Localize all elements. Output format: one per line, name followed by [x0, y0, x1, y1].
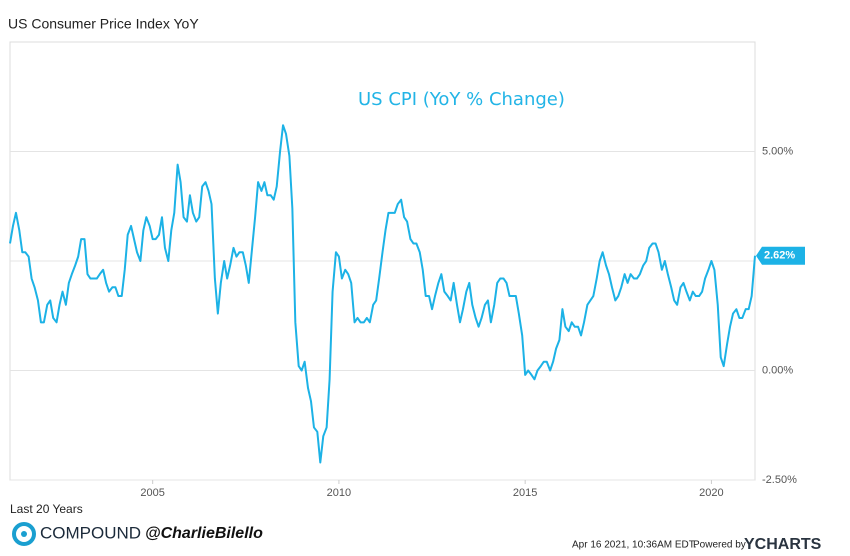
timestamp: Apr 16 2021, 10:36AM EDT.: [572, 540, 697, 551]
x-tick-label: 2005: [140, 487, 164, 499]
value-label: 2.62%: [764, 250, 795, 262]
provider: YCHARTS: [744, 536, 822, 553]
chart-title: US Consumer Price Index YoY: [8, 16, 199, 32]
y-tick-label: 5.00%: [762, 145, 793, 157]
labels: -2.50%0.00%2.50%5.00%20052010201520202.6…: [140, 145, 805, 499]
handle: @CharlieBilello: [145, 525, 263, 542]
powered-by: Powered by: [693, 540, 746, 551]
logo-ring: [12, 522, 36, 546]
value-badge: [756, 246, 805, 265]
annotation: US CPI (YoY % Change): [358, 89, 565, 110]
lines: [9, 124, 756, 464]
series-line: [9, 124, 756, 464]
brand: COMPOUND: [40, 523, 141, 542]
range-label: Last 20 Years: [10, 502, 83, 516]
x-tick-label: 2015: [513, 487, 537, 499]
compound-logo: [12, 522, 36, 546]
y-tick-label: -2.50%: [762, 474, 797, 486]
logo-dot: [21, 531, 27, 537]
x-tick-label: 2010: [327, 487, 351, 499]
grid: [10, 151, 755, 484]
x-tick-label: 2020: [699, 487, 723, 499]
y-tick-label: 0.00%: [762, 364, 793, 376]
